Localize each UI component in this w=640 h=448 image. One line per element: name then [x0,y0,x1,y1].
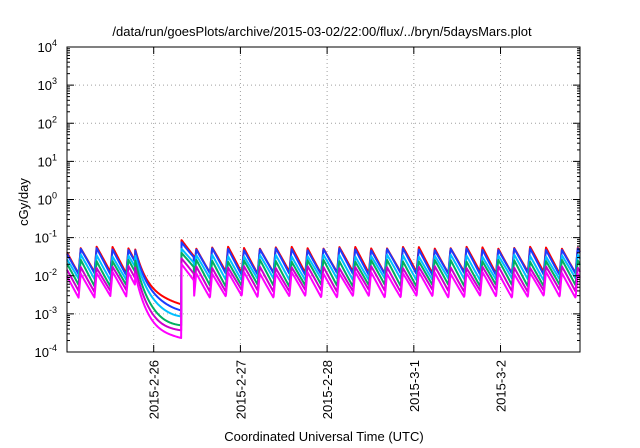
y-tick-label: 102 [38,114,57,131]
y-tick-label: 10-2 [35,267,57,284]
y-tick-label: 10-1 [35,229,57,246]
series-line [66,247,581,318]
y-tick-label: 101 [38,152,57,169]
y-axis-label: cGy/day [16,178,31,226]
data-series [66,239,581,340]
y-tick-label: 103 [38,76,57,93]
plot-frame [66,46,581,353]
series-line [66,257,581,332]
chart-title: /data/run/goesPlots/archive/2015-03-02/2… [112,24,532,39]
y-tick-label: 100 [38,191,57,208]
x-tick-label: 2015-2-28 [320,360,335,419]
x-tick-label: 2015-3-1 [407,360,422,412]
series-line [66,241,581,312]
y-tick-label: 10-4 [35,343,57,360]
x-tick-labels: 2015-2-26 2015-2-27 2015-2-28 2015-3-1 2015-… [147,360,509,419]
x-tick-label: 2015-3-2 [494,360,509,412]
x-axis-label: Coordinated Universal Time (UTC) [224,429,423,444]
y-tick-label: 104 [38,38,57,55]
x-tick-label: 2015-2-27 [233,360,248,419]
x-tick-label: 2015-2-26 [147,360,162,419]
series-line [66,251,581,327]
series-line [66,263,581,340]
axes [66,46,581,353]
y-tick-label: 10-3 [35,305,57,322]
y-tick-labels: 10-4 10-3 10-2 10-1 100 101 102 103 104 [35,38,57,360]
